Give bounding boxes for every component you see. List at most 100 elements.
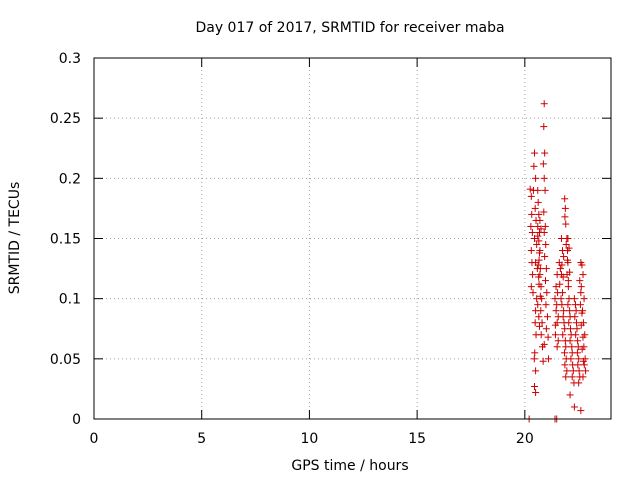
x-tick-label: 0 [90, 431, 99, 447]
data-point [552, 283, 560, 291]
y-tick-label: 0.2 [59, 171, 81, 187]
data-point [541, 222, 549, 230]
data-point [537, 225, 545, 233]
data-point [562, 343, 570, 351]
data-point [528, 210, 536, 218]
data-point [567, 325, 575, 333]
data-point [573, 325, 581, 333]
data-point [529, 289, 537, 297]
data-point [566, 268, 574, 276]
data-point [536, 292, 544, 300]
data-point [526, 185, 534, 193]
grid-layer [94, 58, 611, 419]
data-point [553, 343, 561, 351]
data-point [570, 295, 578, 303]
y-tick-label: 0.25 [50, 111, 81, 127]
data-point [536, 265, 544, 273]
data-point [557, 295, 565, 303]
data-point [564, 235, 572, 242]
data-point [574, 337, 582, 345]
data-point [561, 361, 569, 369]
chart-title: Day 017 of 2017, SRMTID for receiver mab… [195, 20, 504, 36]
data-point [553, 301, 561, 309]
data-point [532, 389, 540, 397]
data-point [580, 361, 588, 369]
data-point [531, 204, 539, 212]
data-point [540, 228, 548, 236]
data-point [533, 241, 541, 249]
data-point [534, 198, 542, 206]
data-point [560, 349, 568, 357]
data-point [568, 373, 576, 381]
data-point [570, 403, 578, 411]
data-point [578, 345, 586, 353]
data-point [527, 192, 535, 200]
data-point [553, 271, 561, 279]
data-point [527, 283, 535, 291]
data-point [540, 123, 548, 131]
data-point [540, 340, 548, 348]
x-axis-title: GPS time / hours [291, 458, 408, 474]
data-point [575, 367, 583, 375]
data-point [535, 210, 543, 218]
data-point [535, 280, 543, 288]
data-point [559, 247, 567, 255]
data-point [571, 313, 579, 321]
data-point [566, 337, 574, 345]
data-point [539, 357, 547, 365]
data-point [572, 307, 580, 315]
data-point [528, 228, 536, 236]
data-point [527, 222, 535, 230]
data-point [542, 301, 550, 309]
data-point [561, 204, 569, 212]
data-point [536, 216, 544, 224]
data-point [582, 367, 590, 375]
data-point [562, 220, 570, 228]
data-point [565, 244, 573, 252]
data-point [541, 186, 549, 194]
data-point [530, 162, 538, 170]
data-point [541, 149, 549, 157]
data-point [572, 331, 580, 339]
data-point [531, 349, 539, 357]
y-tick-label: 0 [72, 412, 81, 428]
data-point [529, 271, 537, 279]
data-point [562, 373, 570, 381]
data-point [531, 319, 539, 327]
data-point [530, 355, 538, 363]
data-point [566, 307, 574, 315]
data-point [562, 241, 570, 249]
data-point [532, 367, 540, 375]
data-point [540, 174, 548, 182]
data-point [552, 307, 560, 315]
data-point [564, 277, 572, 285]
data-point [535, 322, 543, 330]
data-point [567, 355, 575, 363]
data-point [561, 195, 569, 203]
data-point [542, 277, 550, 285]
data-point [577, 321, 585, 329]
data-point [534, 232, 542, 240]
data-point [564, 301, 572, 309]
data-point [554, 313, 562, 321]
data-point [575, 355, 583, 363]
data-point [543, 289, 551, 297]
data-point [532, 174, 540, 182]
data-point [540, 208, 548, 216]
data-point [580, 295, 588, 303]
data-point [577, 407, 585, 415]
data-point [561, 213, 569, 221]
data-point [566, 391, 574, 399]
data-point [579, 333, 587, 341]
data-point [578, 309, 586, 317]
data-point [527, 247, 535, 255]
data-point [540, 100, 548, 108]
data-point [560, 253, 568, 261]
y-tick-label: 0.05 [50, 352, 81, 368]
data-point [551, 331, 559, 339]
data-point [535, 256, 543, 264]
x-tick-label: 10 [301, 431, 319, 447]
data-point [534, 261, 542, 269]
data-point [577, 289, 585, 297]
